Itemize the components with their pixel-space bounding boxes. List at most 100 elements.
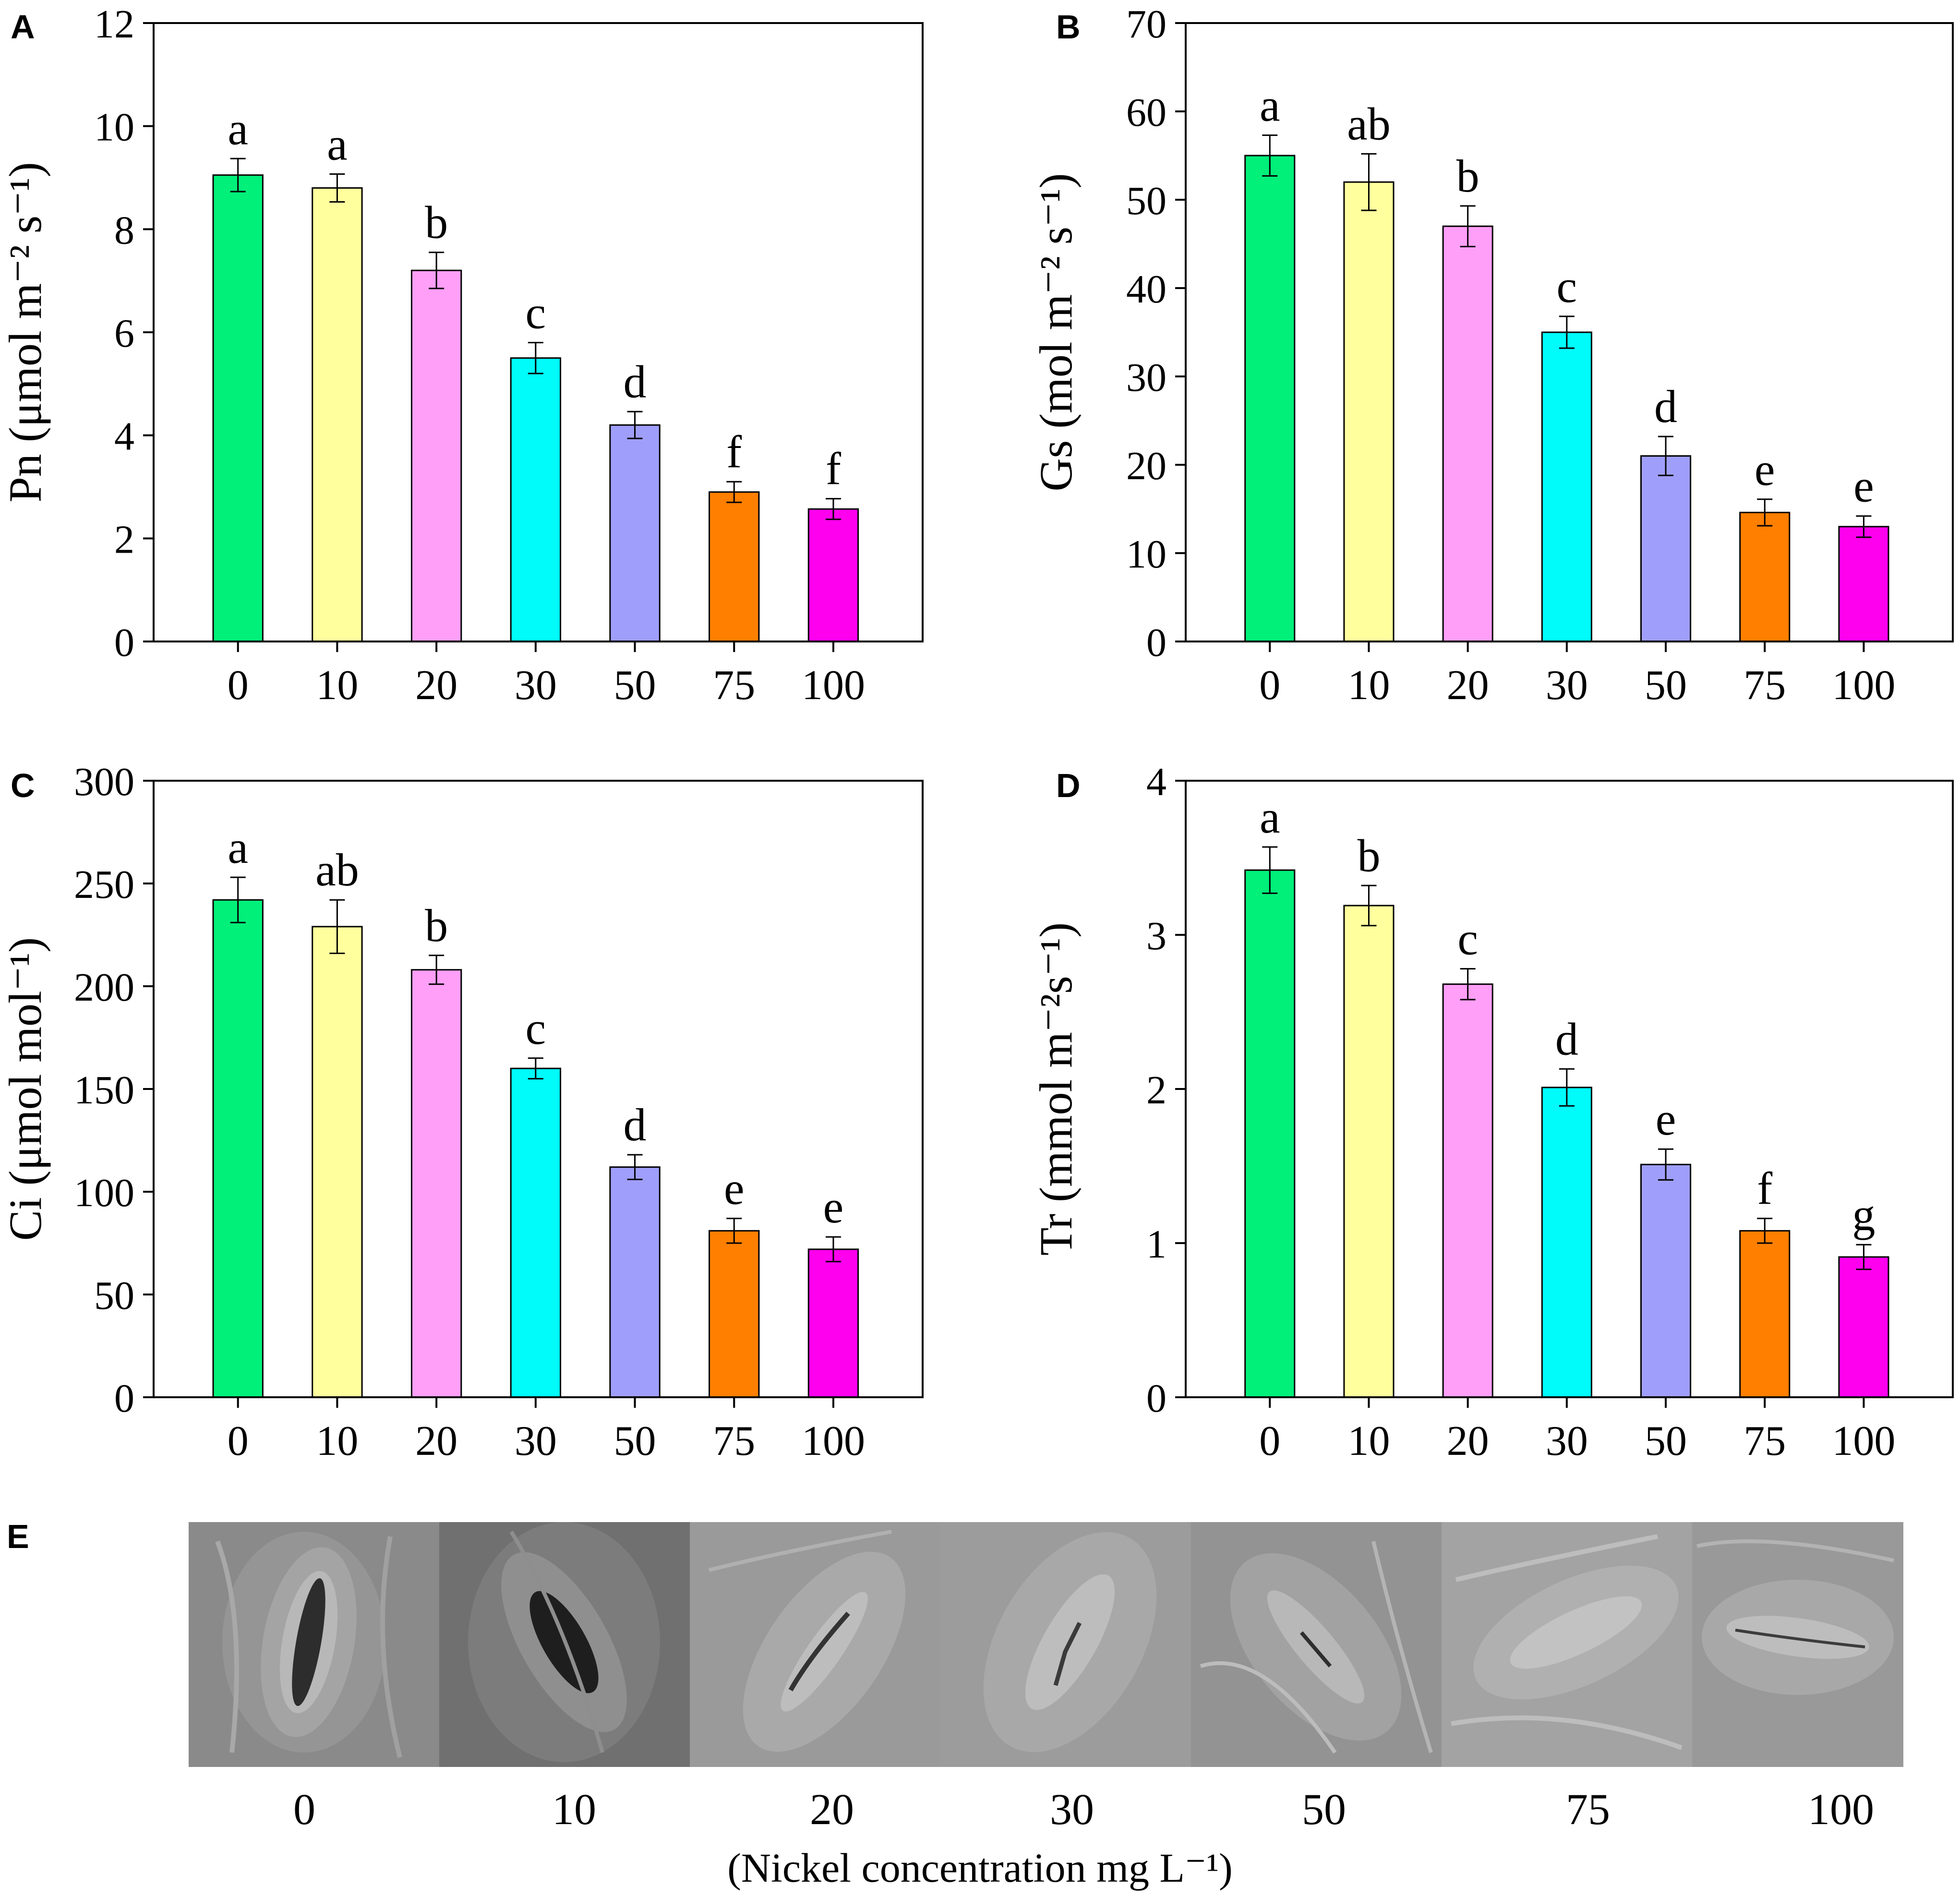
x-tick-label-b-75: 75 (1744, 662, 1786, 709)
y-tick-label-a-12: 12 (94, 2, 134, 47)
panel-letter-a: A (11, 8, 35, 46)
sem-label-100: 100 (1808, 1785, 1874, 1834)
sem-label-50: 50 (1302, 1785, 1346, 1834)
sig-letter-a-10: a (327, 118, 348, 169)
y-axis-label-d: Tr (mmol m⁻²s⁻¹) (1030, 922, 1082, 1256)
y-tick-label-d-2: 2 (1146, 1068, 1166, 1113)
sem-label-0: 0 (293, 1785, 315, 1834)
y-tick-label-b-10: 10 (1126, 532, 1166, 577)
y-tick-label-a-0: 0 (114, 620, 134, 665)
sig-letter-d-100: g (1852, 1189, 1875, 1240)
sig-letter-b-50: d (1654, 381, 1677, 432)
bar-c-30 (510, 1067, 562, 1398)
x-tick-label-c-75: 75 (713, 1418, 755, 1464)
x-tick-label-c-50: 50 (614, 1418, 656, 1464)
x-tick-label-a-30: 30 (515, 662, 557, 709)
y-tick-label-c-200: 200 (74, 965, 134, 1010)
bar-d-10 (1343, 905, 1395, 1398)
sig-letter-d-0: a (1260, 791, 1280, 843)
x-tick-label-b-50: 50 (1645, 662, 1687, 709)
x-tick-label-a-50: 50 (614, 662, 656, 709)
y-tick-label-d-1: 1 (1146, 1222, 1166, 1267)
y-tick-label-c-250: 250 (74, 862, 134, 907)
plot-frame-c (153, 780, 924, 1398)
bar-b-0 (1244, 155, 1296, 642)
x-tick-label-c-100: 100 (802, 1418, 865, 1464)
bar-c-75 (709, 1230, 760, 1398)
sig-letter-d-50: e (1656, 1093, 1676, 1145)
sig-letter-d-30: d (1555, 1013, 1578, 1064)
bar-c-20 (410, 969, 462, 1398)
sig-letter-d-75: f (1757, 1163, 1772, 1214)
y-tick-label-c-0: 0 (114, 1376, 134, 1421)
bar-d-50 (1640, 1163, 1692, 1398)
y-tick-label-a-2: 2 (114, 517, 134, 562)
y-tick-label-a-8: 8 (114, 208, 134, 253)
y-tick-label-a-6: 6 (114, 311, 134, 356)
x-tick-label-d-20: 20 (1447, 1418, 1489, 1464)
x-tick-label-d-100: 100 (1832, 1418, 1895, 1464)
sig-letter-b-10: ab (1347, 98, 1391, 149)
sig-letter-c-20: b (425, 900, 448, 951)
x-axis-caption: (Nickel concentration mg L⁻¹) (727, 1845, 1233, 1891)
sig-letter-c-0: a (228, 822, 248, 873)
sig-letter-a-100: f (826, 443, 841, 495)
bar-c-10 (312, 926, 363, 1398)
sig-letter-d-20: c (1457, 913, 1478, 965)
sig-letter-b-75: e (1755, 444, 1775, 495)
bar-c-50 (609, 1166, 661, 1398)
sem-image-100 (1692, 1522, 1903, 1767)
bar-a-20 (410, 269, 462, 642)
y-tick-label-c-300: 300 (74, 760, 134, 804)
y-tick-label-d-4: 4 (1146, 760, 1166, 804)
y-tick-label-b-0: 0 (1146, 620, 1166, 665)
sem-image-50 (1191, 1522, 1442, 1767)
plot-frame-a (153, 22, 924, 642)
x-tick-label-a-100: 100 (802, 662, 865, 709)
x-tick-label-d-30: 30 (1546, 1418, 1588, 1464)
sig-letter-c-50: d (624, 1099, 647, 1150)
y-tick-label-d-0: 0 (1146, 1376, 1166, 1421)
x-tick-label-a-75: 75 (713, 662, 755, 709)
y-tick-label-b-70: 70 (1126, 2, 1166, 47)
plot-frame-d (1185, 780, 1954, 1398)
plot-frame-b (1185, 22, 1954, 642)
bar-b-75 (1739, 511, 1791, 642)
y-tick-label-a-10: 10 (94, 105, 134, 150)
x-tick-label-d-0: 0 (1259, 1418, 1280, 1464)
bar-d-20 (1442, 983, 1493, 1398)
bar-d-75 (1739, 1230, 1791, 1398)
x-tick-label-c-10: 10 (316, 1418, 358, 1464)
x-tick-label-b-10: 10 (1347, 662, 1390, 709)
sig-letter-b-30: c (1557, 261, 1577, 312)
x-tick-label-a-20: 20 (415, 662, 457, 709)
sig-letter-b-0: a (1260, 80, 1280, 131)
sig-letter-b-100: e (1853, 460, 1874, 512)
x-tick-label-b-100: 100 (1832, 662, 1895, 709)
bar-a-0 (212, 174, 264, 642)
sig-letter-a-50: d (624, 356, 647, 407)
x-tick-label-b-30: 30 (1546, 662, 1588, 709)
y-tick-label-d-3: 3 (1146, 914, 1166, 958)
bar-b-50 (1640, 455, 1692, 642)
sem-image-30 (940, 1522, 1191, 1767)
sem-label-20: 20 (810, 1785, 854, 1834)
sem-image-75 (1442, 1522, 1692, 1767)
bar-b-100 (1838, 526, 1889, 642)
sem-image-0 (189, 1522, 439, 1767)
y-tick-label-a-4: 4 (114, 414, 134, 459)
sig-letter-c-75: e (724, 1163, 745, 1214)
bar-b-30 (1541, 331, 1592, 642)
panel-letter-e: E (7, 1518, 29, 1555)
y-tick-label-c-50: 50 (94, 1273, 134, 1318)
bar-d-30 (1541, 1087, 1592, 1398)
sem-image-10 (439, 1522, 690, 1767)
bar-b-20 (1442, 225, 1493, 642)
x-tick-label-b-0: 0 (1259, 662, 1280, 709)
x-tick-label-c-0: 0 (228, 1418, 249, 1464)
bar-a-50 (609, 424, 661, 642)
sig-letter-d-10: b (1357, 830, 1380, 881)
y-tick-label-c-100: 100 (74, 1171, 134, 1215)
sem-label-75: 75 (1566, 1785, 1610, 1834)
panel-letter-c: C (11, 767, 35, 804)
